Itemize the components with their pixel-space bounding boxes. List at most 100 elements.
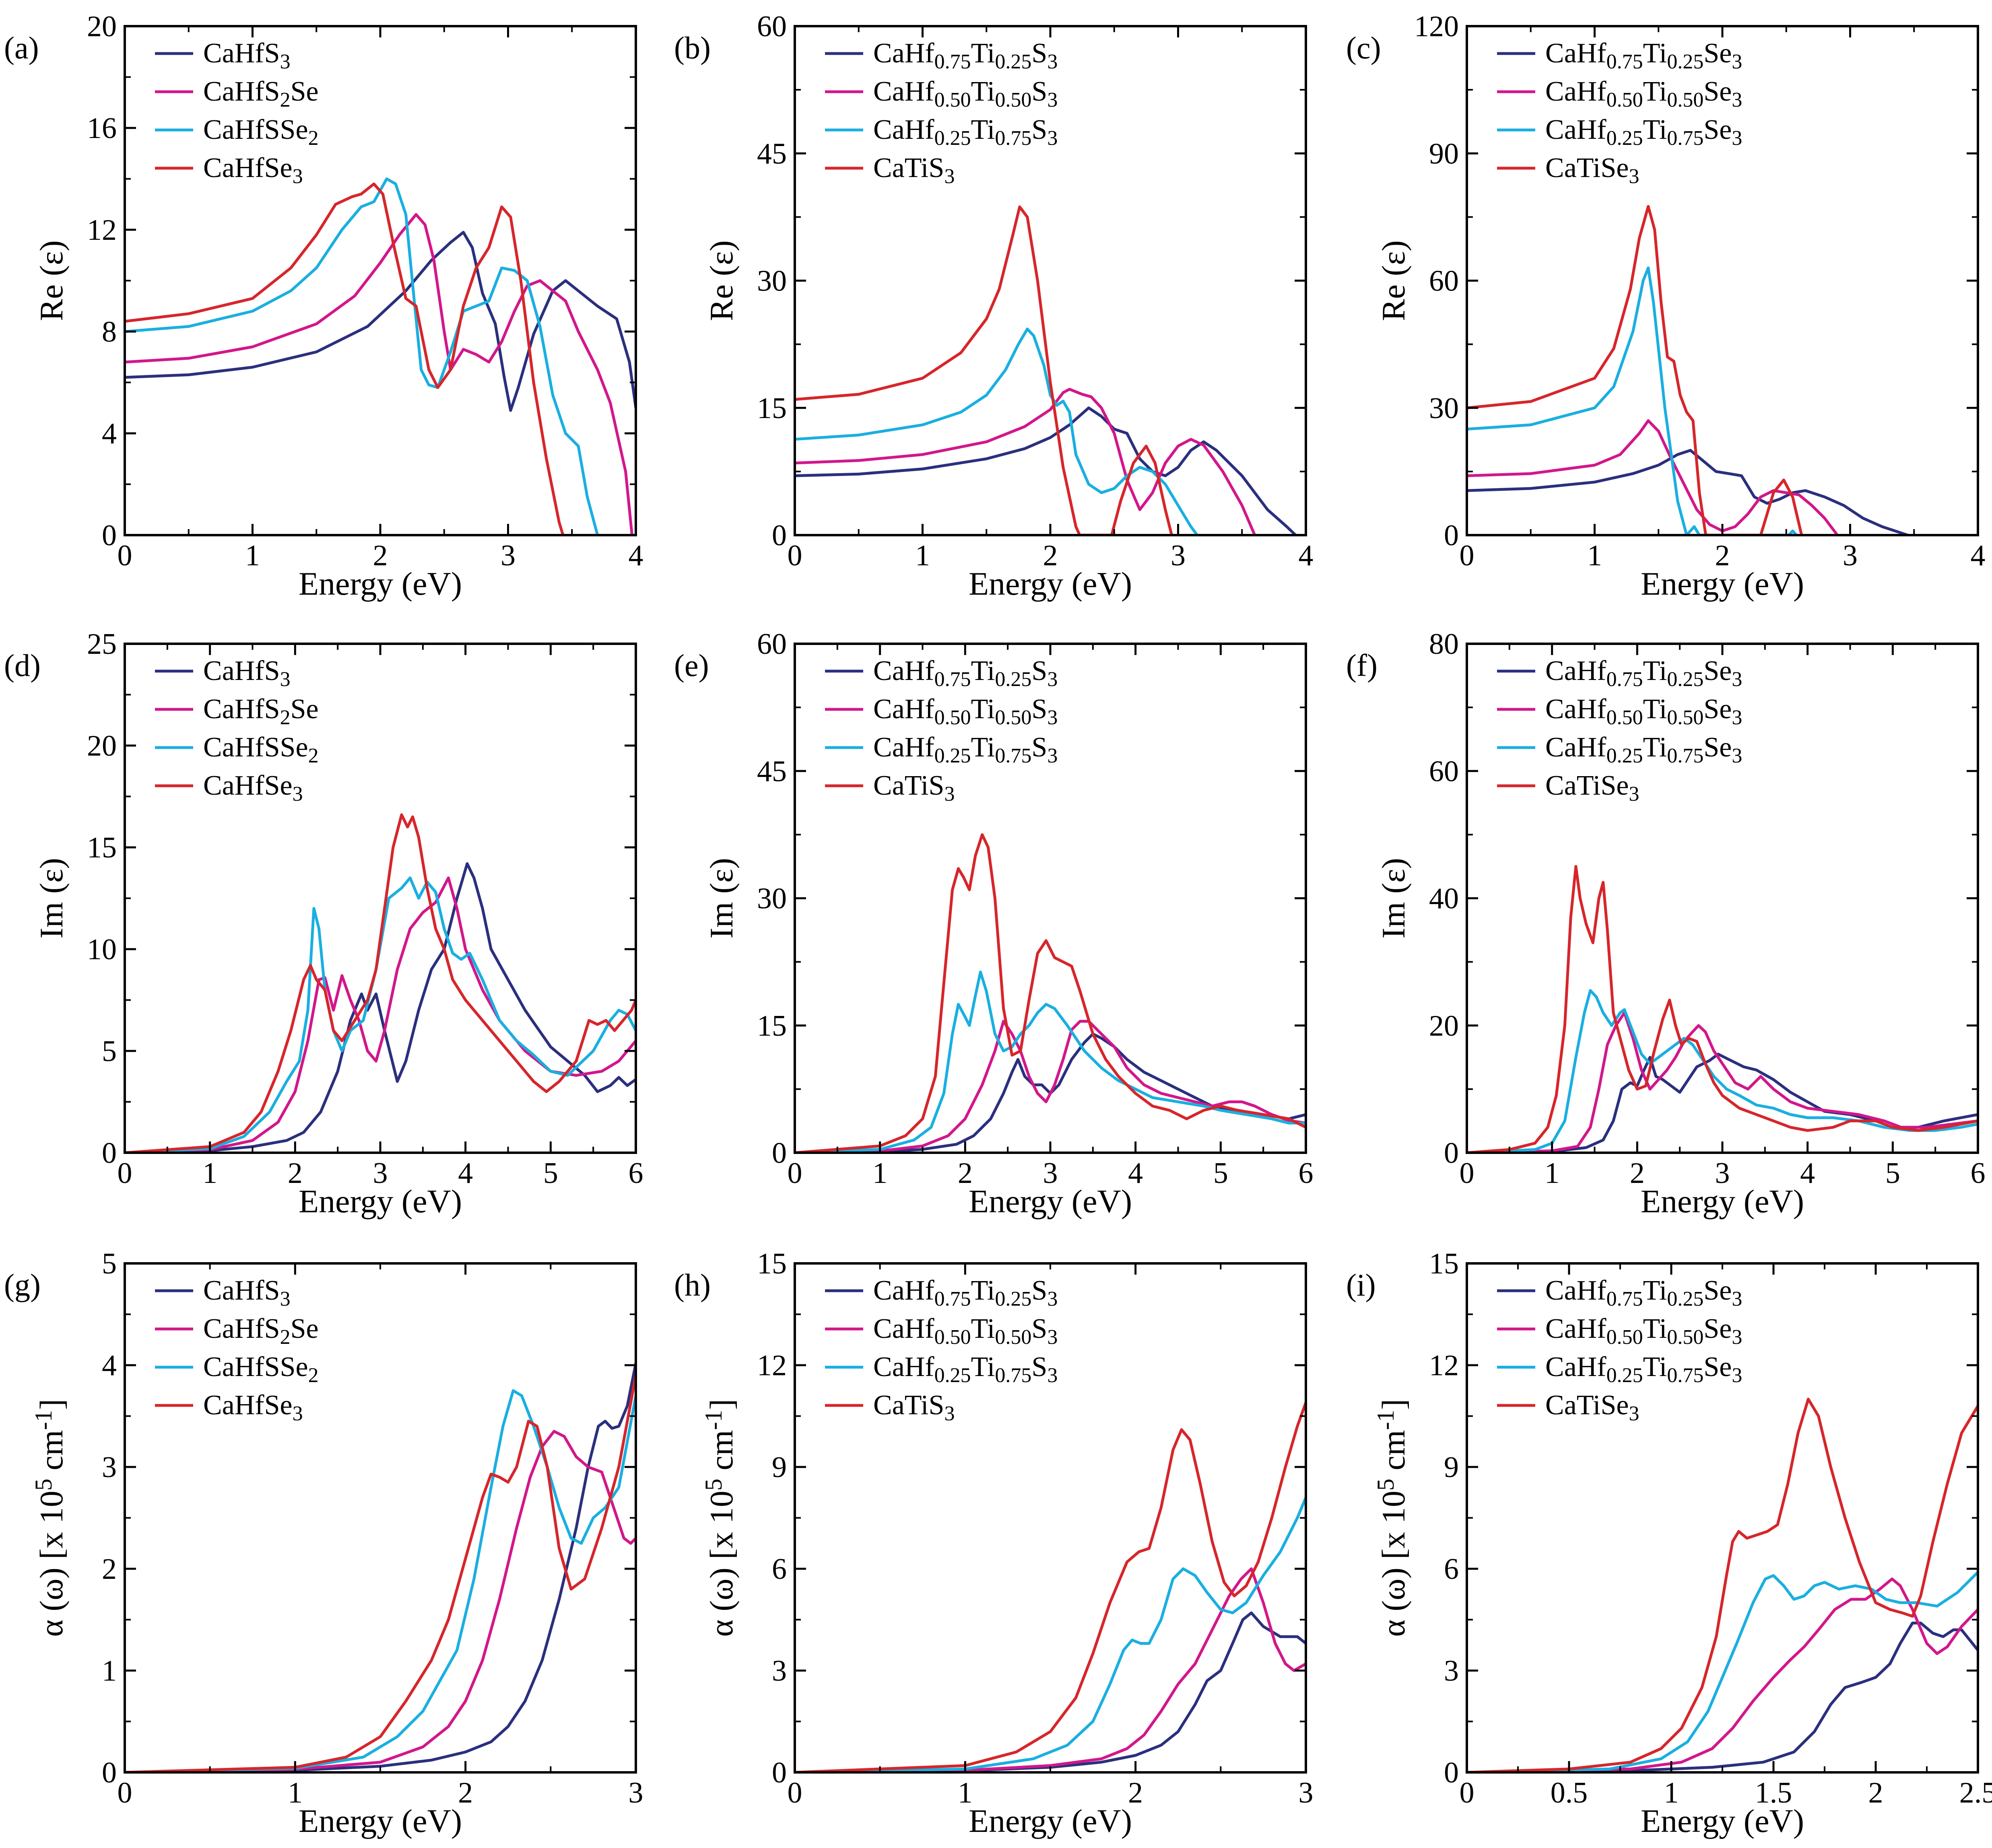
legend-label: CaHf0.25Ti0.75S3 xyxy=(873,114,1058,150)
legend-label: CaHf0.50Ti0.50Se3 xyxy=(1545,76,1742,111)
x-tick-label: 2.5 xyxy=(1959,1776,1992,1809)
legend-label: CaHf0.25Ti0.75Se3 xyxy=(1545,732,1742,767)
y-tick-label: 30 xyxy=(1429,392,1459,425)
series-line-2 xyxy=(795,328,1199,535)
y-tick-label: 5 xyxy=(102,1247,117,1280)
series-line-3 xyxy=(795,1401,1306,1772)
series-group xyxy=(125,1362,636,1772)
x-axis-label: Energy (eV) xyxy=(1641,1183,1804,1220)
y-tick-label: 15 xyxy=(87,831,117,864)
legend-label: CaHfS2Se xyxy=(203,694,319,729)
series-line-0 xyxy=(795,1032,1306,1153)
x-tick-label: 2 xyxy=(288,1157,303,1190)
x-tick-label: 2 xyxy=(373,539,388,572)
y-tick-label: 5 xyxy=(102,1035,117,1068)
y-tick-label: 40 xyxy=(1429,882,1459,915)
series-line-3 xyxy=(1467,205,1803,535)
y-tick-label: 90 xyxy=(1429,137,1459,170)
x-tick-label: 5 xyxy=(1885,1157,1900,1190)
y-tick-label: 10 xyxy=(87,933,117,966)
x-axis-label: Energy (eV) xyxy=(969,1803,1132,1839)
series-line-1 xyxy=(1467,1011,1978,1153)
x-tick-label: 2 xyxy=(1630,1157,1645,1190)
panel-label: (a) xyxy=(4,30,39,65)
x-tick-label: 3 xyxy=(1299,1776,1314,1809)
x-tick-label: 5 xyxy=(1213,1157,1228,1190)
y-tick-label: 0 xyxy=(772,519,787,552)
x-tick-label: 2 xyxy=(1715,539,1730,572)
chart-panel-c: (c) 0 1 2 3 4 0 30 60 90 120 Energy (eV) Re (ε) CaHf0… xyxy=(1346,10,1986,602)
x-tick-label: 2 xyxy=(958,1157,973,1190)
series-line-2 xyxy=(795,1496,1306,1772)
legend-label: CaHfSSe2 xyxy=(203,114,319,150)
panel-label: (b) xyxy=(674,30,711,65)
series-line-3 xyxy=(1467,1397,1978,1772)
y-tick-label: 3 xyxy=(1444,1654,1459,1687)
legend-label: CaHf0.50Ti0.50S3 xyxy=(873,76,1058,111)
x-tick-label: 4 xyxy=(629,539,643,572)
x-tick-label: 3 xyxy=(1043,1157,1058,1190)
series-line-3 xyxy=(795,205,1173,535)
series-line-0 xyxy=(1467,449,1909,535)
y-tick-label: 6 xyxy=(772,1553,787,1586)
x-tick-label: 0 xyxy=(118,539,132,572)
panel-label: (h) xyxy=(674,1267,711,1302)
x-tick-label: 1 xyxy=(958,1776,973,1809)
y-tick-label: 3 xyxy=(772,1654,787,1687)
y-axis-label: Re (ε) xyxy=(33,240,70,321)
series-line-3 xyxy=(125,813,636,1153)
series-line-2 xyxy=(1467,1570,1978,1772)
legend-label: CaTiSe3 xyxy=(1545,770,1639,806)
x-tick-label: 0 xyxy=(1460,1157,1474,1190)
y-tick-label: 16 xyxy=(87,112,117,145)
y-tick-label: 25 xyxy=(87,628,117,661)
series-line-3 xyxy=(125,1374,636,1772)
y-tick-label: 2 xyxy=(102,1553,117,1586)
y-tick-label: 0 xyxy=(1444,1137,1459,1170)
legend: CaHf0.75Ti0.25S3CaHf0.50Ti0.50S3CaHf0.25… xyxy=(825,655,1058,806)
panel-label: (f) xyxy=(1346,648,1377,683)
series-group xyxy=(795,833,1306,1153)
y-tick-label: 60 xyxy=(1429,755,1459,788)
legend-label: CaHfS3 xyxy=(203,655,291,691)
series-group xyxy=(1467,205,1909,535)
legend-label: CaTiS3 xyxy=(873,152,955,188)
legend-label: CaHfSe3 xyxy=(203,1390,303,1425)
y-tick-label: 20 xyxy=(1429,1009,1459,1042)
x-axis-label: Energy (eV) xyxy=(1641,565,1804,602)
x-tick-label: 2 xyxy=(1868,1776,1883,1809)
y-tick-label: 0 xyxy=(772,1756,787,1789)
x-tick-label: 1 xyxy=(1545,1157,1559,1190)
y-tick-label: 45 xyxy=(757,755,787,788)
x-tick-label: 3 xyxy=(501,539,516,572)
x-axis-label: Energy (eV) xyxy=(299,1183,462,1220)
y-tick-label: 30 xyxy=(757,882,787,915)
y-tick-label: 0 xyxy=(102,519,117,552)
chart-panel-d: (d) 0 1 2 3 4 5 6 0 5 10 15 20 25 Energy (eV) Im (ε) CaH… xyxy=(4,628,643,1220)
y-tick-label: 9 xyxy=(1444,1451,1459,1484)
legend-label: CaHfS3 xyxy=(203,1275,291,1310)
y-tick-label: 6 xyxy=(1444,1553,1459,1586)
legend-label: CaTiS3 xyxy=(873,1390,955,1425)
series-line-0 xyxy=(125,862,636,1153)
x-tick-label: 0 xyxy=(1460,539,1474,572)
y-tick-label: 1 xyxy=(102,1654,117,1687)
legend-label: CaHfS2Se xyxy=(203,76,319,111)
legend: CaHf0.75Ti0.25S3CaHf0.50Ti0.50S3CaHf0.25… xyxy=(825,1275,1058,1425)
x-tick-label: 1.5 xyxy=(1755,1776,1792,1809)
y-tick-label: 60 xyxy=(757,10,787,43)
legend-label: CaHfS2Se xyxy=(203,1313,319,1349)
series-group xyxy=(125,813,636,1153)
series-group xyxy=(795,1401,1306,1772)
y-tick-label: 0 xyxy=(1444,1756,1459,1789)
series-line-1 xyxy=(125,213,633,535)
legend: CaHf0.75Ti0.25Se3CaHf0.50Ti0.50Se3CaHf0.… xyxy=(1497,655,1742,806)
y-tick-label: 20 xyxy=(87,10,117,43)
legend-label: CaHfS3 xyxy=(203,38,291,73)
series-line-1 xyxy=(125,1430,636,1772)
chart-panel-g: (g) 0 1 2 3 0 1 2 3 4 5 Energy (eV) α (ω) [x 105 cm-… xyxy=(4,1247,643,1839)
x-tick-label: 5 xyxy=(543,1157,558,1190)
y-tick-label: 15 xyxy=(757,392,787,425)
legend-label: CaHf0.75Ti0.25Se3 xyxy=(1545,1275,1742,1310)
